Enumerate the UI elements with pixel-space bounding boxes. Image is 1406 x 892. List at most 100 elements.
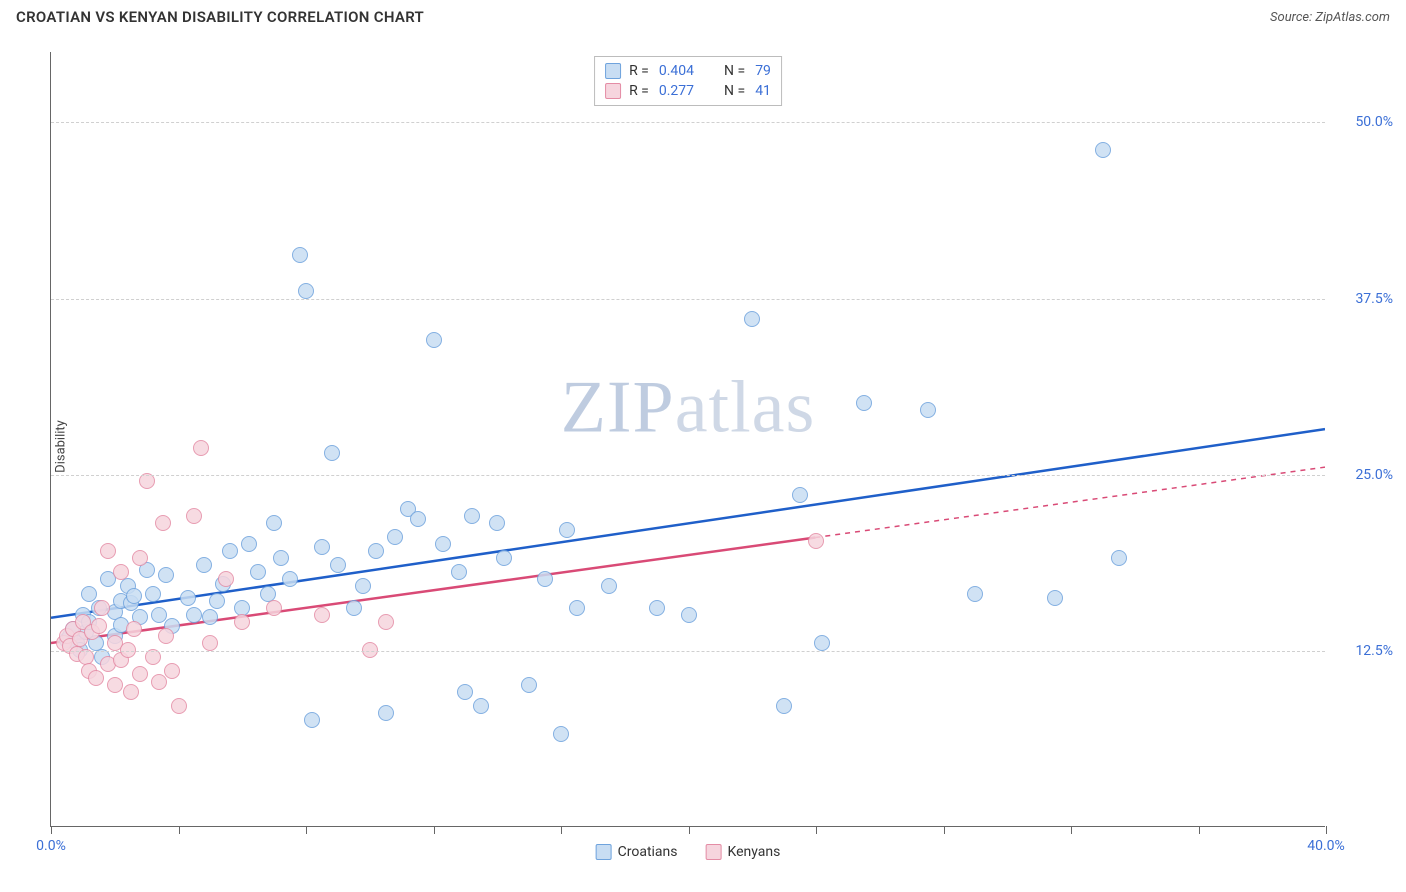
scatter-point — [88, 670, 104, 686]
scatter-point — [330, 557, 346, 573]
trend-line — [51, 429, 1325, 618]
stats-row: R =0.404N =79 — [605, 61, 771, 81]
scatter-point — [266, 515, 282, 531]
scatter-point — [266, 600, 282, 616]
x-tick — [944, 826, 945, 834]
y-tick-label: 37.5% — [1355, 291, 1393, 307]
scatter-point — [151, 674, 167, 690]
scatter-point — [426, 332, 442, 348]
scatter-point — [209, 593, 225, 609]
stats-n-label: N = — [724, 63, 745, 79]
x-tick — [1071, 826, 1072, 834]
scatter-point — [856, 395, 872, 411]
scatter-point — [222, 543, 238, 559]
source-label: Source: ZipAtlas.com — [1270, 10, 1390, 25]
y-tick-label: 50.0% — [1355, 114, 1393, 130]
scatter-point — [126, 588, 142, 604]
stats-n-label: N = — [724, 83, 745, 99]
stats-r-value: 0.277 — [659, 83, 694, 99]
scatter-point — [410, 511, 426, 527]
scatter-point — [451, 564, 467, 580]
stats-row: R =0.277N =41 — [605, 81, 771, 101]
scatter-point — [457, 684, 473, 700]
scatter-point — [553, 726, 569, 742]
chart-title: CROATIAN VS KENYAN DISABILITY CORRELATIO… — [16, 8, 424, 26]
scatter-point — [776, 698, 792, 714]
scatter-point — [559, 522, 575, 538]
scatter-point — [967, 586, 983, 602]
x-tick — [689, 826, 690, 834]
x-tick — [51, 826, 52, 834]
scatter-point — [378, 705, 394, 721]
scatter-point — [164, 663, 180, 679]
scatter-point — [234, 614, 250, 630]
scatter-point — [298, 283, 314, 299]
scatter-point — [649, 600, 665, 616]
scatter-point — [378, 614, 394, 630]
scatter-point — [250, 564, 266, 580]
scatter-point — [282, 571, 298, 587]
scatter-point — [521, 677, 537, 693]
legend-swatch — [596, 844, 612, 860]
scatter-point — [171, 698, 187, 714]
scatter-point — [808, 533, 824, 549]
scatter-point — [792, 487, 808, 503]
scatter-point — [346, 600, 362, 616]
scatter-point — [273, 550, 289, 566]
scatter-point — [464, 508, 480, 524]
scatter-point — [920, 402, 936, 418]
scatter-point — [304, 712, 320, 728]
scatter-point — [202, 609, 218, 625]
scatter-point — [186, 607, 202, 623]
overlay-svg — [51, 52, 1325, 826]
chart-area: Disability ZIPatlas 12.5%25.0%37.5%50.0%… — [50, 52, 1325, 827]
scatter-point — [292, 247, 308, 263]
legend-label: Kenyans — [728, 844, 781, 860]
y-tick-label: 25.0% — [1355, 467, 1393, 483]
scatter-point — [744, 311, 760, 327]
scatter-point — [81, 586, 97, 602]
scatter-point — [387, 529, 403, 545]
stats-n-value: 79 — [755, 63, 771, 79]
stats-r-value: 0.404 — [659, 63, 694, 79]
scatter-point — [569, 600, 585, 616]
scatter-point — [368, 543, 384, 559]
x-tick — [434, 826, 435, 834]
scatter-point — [91, 618, 107, 634]
scatter-point — [202, 635, 218, 651]
gridline — [51, 299, 1325, 300]
trend-line-dashed — [815, 467, 1325, 537]
scatter-point — [1095, 142, 1111, 158]
legend-swatch — [605, 63, 621, 79]
x-tick — [816, 826, 817, 834]
y-tick-label: 12.5% — [1355, 643, 1393, 659]
scatter-point — [145, 586, 161, 602]
legend-item: Croatians — [596, 844, 678, 860]
x-tick — [179, 826, 180, 834]
scatter-point — [113, 564, 129, 580]
scatter-point — [1111, 550, 1127, 566]
scatter-point — [241, 536, 257, 552]
scatter-point — [1047, 590, 1063, 606]
scatter-point — [681, 607, 697, 623]
x-tick — [1199, 826, 1200, 834]
x-tick-label: 40.0% — [1307, 838, 1345, 854]
watermark: ZIPatlas — [561, 366, 816, 451]
scatter-point — [355, 578, 371, 594]
scatter-point — [314, 607, 330, 623]
x-tick — [306, 826, 307, 834]
scatter-point — [186, 508, 202, 524]
scatter-point — [324, 445, 340, 461]
scatter-point — [537, 571, 553, 587]
scatter-point — [601, 578, 617, 594]
x-tick-label: 0.0% — [36, 838, 66, 854]
stats-legend-box: R =0.404N =79R =0.277N =41 — [594, 56, 782, 106]
y-axis-label: Disability — [54, 420, 69, 473]
scatter-point — [196, 557, 212, 573]
x-tick — [561, 826, 562, 834]
scatter-point — [155, 515, 171, 531]
scatter-point — [126, 621, 142, 637]
scatter-point — [158, 628, 174, 644]
scatter-point — [496, 550, 512, 566]
bottom-legend: Croatians Kenyans — [596, 844, 781, 860]
